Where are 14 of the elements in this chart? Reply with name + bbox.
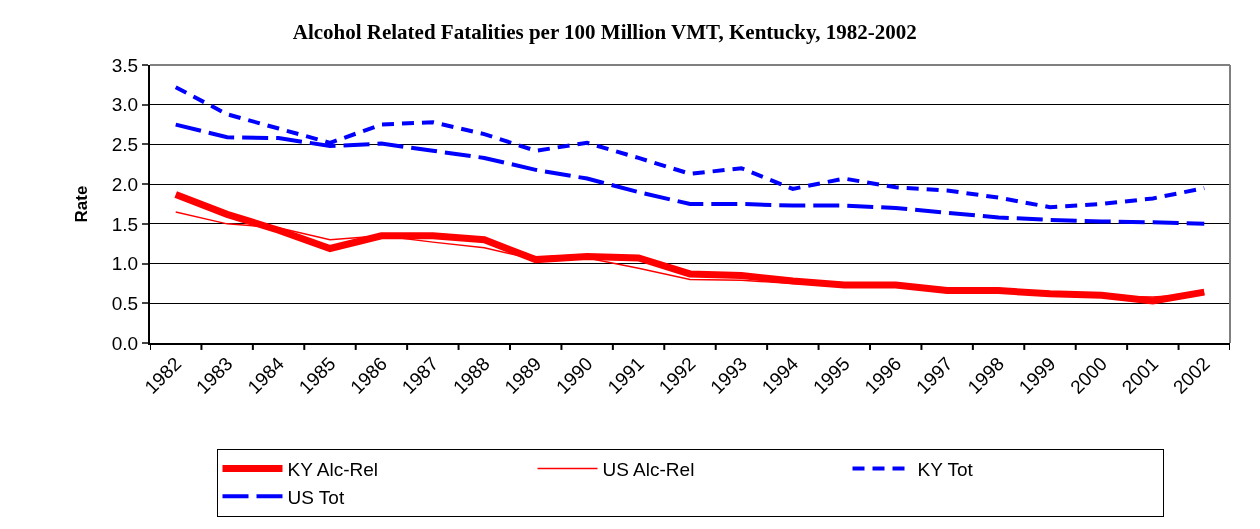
y-tick-label: 2.5 — [111, 134, 139, 156]
y-tick-label: 1.0 — [111, 253, 139, 275]
legend-label: US Tot — [287, 486, 345, 508]
y-tick-label: 2.0 — [111, 173, 139, 195]
y-tick-label: 3.0 — [111, 94, 139, 116]
legend-label: KY Alc-Rel — [287, 458, 378, 480]
y-tick-label: 1.5 — [111, 213, 139, 235]
y-tick-label: 0.5 — [111, 292, 139, 314]
legend-label: KY Tot — [917, 458, 974, 480]
chart-title: Alcohol Related Fatalities per 100 Million VMT, Kentucky, 1982-2002 — [292, 19, 917, 44]
legend-label: US Alc-Rel — [602, 458, 695, 480]
y-tick-label: 0.0 — [111, 332, 139, 354]
y-tick-label: 3.5 — [111, 54, 139, 76]
y-axis-title: Rate — [71, 185, 91, 223]
